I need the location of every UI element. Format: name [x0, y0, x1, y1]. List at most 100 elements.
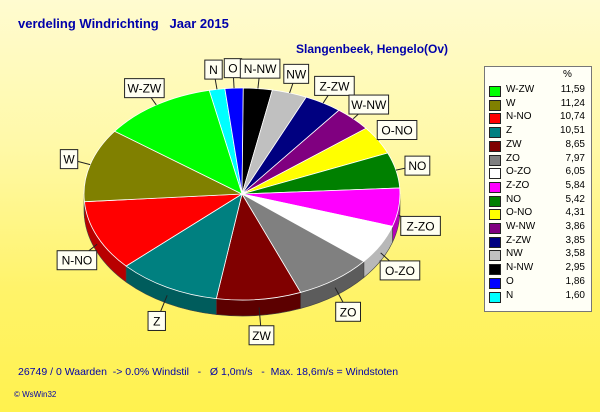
slice-label-nw: NW: [286, 67, 307, 81]
slice-label-o-zo: O-ZO: [385, 264, 415, 278]
slice-label-zw: ZW: [252, 329, 271, 343]
label-box-z: [147, 310, 166, 331]
legend-swatch: [489, 277, 501, 289]
legend-heading: %: [563, 69, 572, 80]
legend-item-w-nw: W-NW 3,86: [489, 221, 589, 234]
label-box-nw: [283, 63, 310, 84]
legend-value: 1,60: [565, 289, 585, 301]
legend-label: W-NW: [506, 221, 536, 232]
legend-item-zo: ZO 7,97: [489, 153, 589, 166]
legend-label: NO: [506, 193, 521, 205]
legend-value: 10,51: [559, 125, 585, 137]
legend-value: 11,24: [560, 97, 585, 109]
label-box-n-nw: [239, 58, 281, 79]
legend-swatch: [489, 264, 501, 276]
slice-label-n: N: [209, 63, 218, 77]
legend-swatch: [489, 291, 501, 303]
legend-item-z-zw: Z-ZW 3,85: [489, 235, 589, 248]
legend-item-o-zo: O-ZO 6,05: [489, 166, 589, 180]
legend-value: 3,85: [565, 234, 585, 246]
legend-swatch: [489, 127, 501, 139]
legend-label: Z: [506, 125, 513, 137]
pie-slice-n-no: [83, 193, 244, 267]
slice-label-n-nw: N-NW: [244, 62, 277, 76]
legend: % W-ZW 11,59 W 11,24 N-NO 10,74 Z 10,51 ZW 8,65 ZO…: [484, 66, 592, 312]
pie-slice-zw: [215, 192, 302, 301]
legend-label: W: [506, 97, 516, 109]
legend-label: O-NO: [506, 207, 533, 219]
pie-slice-w-zw: [113, 89, 243, 195]
legend-item-z: Z 10,51: [489, 125, 589, 139]
legend-value: 4,31: [565, 207, 585, 219]
legend-swatch: [489, 140, 501, 152]
label-box-o-no: [376, 120, 418, 141]
legend-label: Z-ZW: [506, 234, 531, 246]
legend-value: 10,74: [559, 111, 585, 123]
slice-label-z: Z: [153, 314, 160, 328]
legend-value: 8,65: [565, 138, 585, 150]
legend-item-no: NO 5,42: [489, 194, 589, 207]
legend-value: 7,97: [565, 152, 585, 164]
legend-item-n-no: N-NO 10,74: [489, 111, 589, 125]
label-box-w-nw: [348, 94, 390, 115]
legend-label: W-ZW: [506, 84, 535, 95]
legend-swatch: [489, 99, 501, 111]
chart-title: verdeling Windrichting Jaar 2015: [18, 16, 229, 31]
legend-item-z-zo: Z-ZO 5,84: [489, 180, 589, 193]
legend-swatch: [489, 250, 501, 262]
label-box-z-zo: [400, 215, 441, 236]
pie-slice-w: [83, 130, 244, 203]
legend-value: 5,42: [565, 193, 585, 205]
slice-label-no: NO: [408, 159, 426, 173]
legend-item-w-zw: W-ZW 11,59: [489, 84, 589, 97]
station-location: Slangenbeek, Hengelo(Ov): [296, 42, 449, 56]
legend-value: 6,05: [565, 166, 585, 178]
slice-label-z-zo: Z-ZO: [407, 219, 435, 233]
slice-label-o: O: [228, 62, 237, 76]
legend-item-n-nw: N-NW 2,95: [489, 262, 589, 276]
slice-label-z-zw: Z-ZW: [319, 79, 350, 93]
legend-value: 3,86: [565, 221, 585, 232]
legend-item-o: O 1,86: [489, 276, 589, 289]
pie-slice-z: [125, 193, 243, 300]
legend-swatch: [489, 236, 501, 248]
legend-swatch: [489, 195, 501, 207]
label-box-o-zo: [379, 260, 421, 281]
slice-label-w: W: [63, 153, 75, 167]
legend-value: 3,58: [565, 248, 585, 260]
legend-item-w: W 11,24: [489, 98, 589, 111]
legend-value: 11,59: [560, 84, 585, 95]
legend-value: 1,86: [565, 275, 585, 287]
legend-item-zw: ZW 8,65: [489, 139, 589, 152]
legend-label: N: [506, 289, 514, 301]
legend-value: 5,84: [565, 179, 585, 191]
legend-label: N-NW: [506, 262, 534, 274]
legend-item-n: N 1,60: [489, 290, 589, 303]
legend-swatch: [489, 223, 501, 234]
footer-stats: 26749 / 0 Waarden -> 0.0% Windstil - Ø 1…: [18, 366, 399, 378]
legend-swatch: [489, 168, 501, 180]
label-box-n: [204, 59, 223, 80]
legend-item-o-no: O-NO 4,31: [489, 207, 589, 221]
label-box-no: [404, 155, 431, 176]
legend-value: 2,95: [565, 262, 585, 274]
legend-swatch: [489, 113, 501, 125]
legend-item-nw: NW 3,58: [489, 248, 589, 262]
footer-credit: © WsWin32: [14, 390, 57, 399]
label-box-zw: [248, 325, 275, 346]
legend-label: O: [506, 275, 514, 287]
legend-label: ZO: [506, 152, 520, 164]
legend-label: NW: [506, 248, 523, 260]
slice-label-w-nw: W-NW: [351, 98, 387, 112]
legend-swatch: [489, 86, 501, 97]
legend-swatch: [489, 154, 501, 166]
legend-swatch: [489, 209, 501, 221]
legend-label: N-NO: [506, 111, 532, 123]
label-box-w: [59, 149, 79, 170]
legend-label: Z-ZO: [506, 179, 530, 191]
label-box-w-zw: [124, 78, 165, 99]
legend-swatch: [489, 181, 501, 193]
legend-label: ZW: [506, 138, 522, 150]
legend-label: O-ZO: [506, 166, 531, 178]
